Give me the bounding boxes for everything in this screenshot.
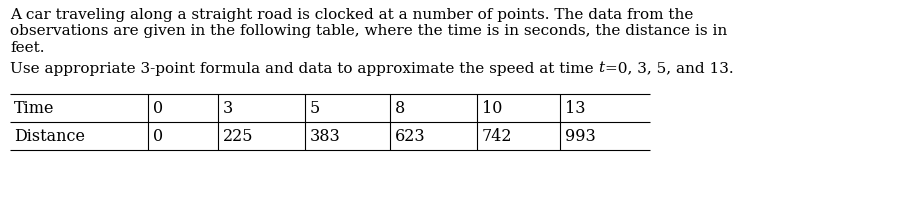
Text: Use appropriate 3-point formula and data to approximate the speed at time: Use appropriate 3-point formula and data… [10,61,598,75]
Text: feet.: feet. [10,41,44,55]
Text: Distance: Distance [14,128,85,145]
Text: 3: 3 [223,100,233,117]
Text: observations are given in the following table, where the time is in seconds, the: observations are given in the following … [10,25,727,39]
Text: 5: 5 [310,100,321,117]
Text: 13: 13 [565,100,586,117]
Text: 225: 225 [223,128,253,145]
Text: 623: 623 [395,128,426,145]
Text: t: t [598,61,605,75]
Text: 8: 8 [395,100,405,117]
Text: 10: 10 [482,100,502,117]
Text: 0: 0 [153,100,163,117]
Text: A car traveling along a straight road is clocked at a number of points. The data: A car traveling along a straight road is… [10,8,694,22]
Text: 383: 383 [310,128,340,145]
Text: 993: 993 [565,128,596,145]
Text: =0, 3, 5, and 13.: =0, 3, 5, and 13. [605,61,734,75]
Text: Time: Time [14,100,54,117]
Text: 742: 742 [482,128,512,145]
Text: 0: 0 [153,128,163,145]
